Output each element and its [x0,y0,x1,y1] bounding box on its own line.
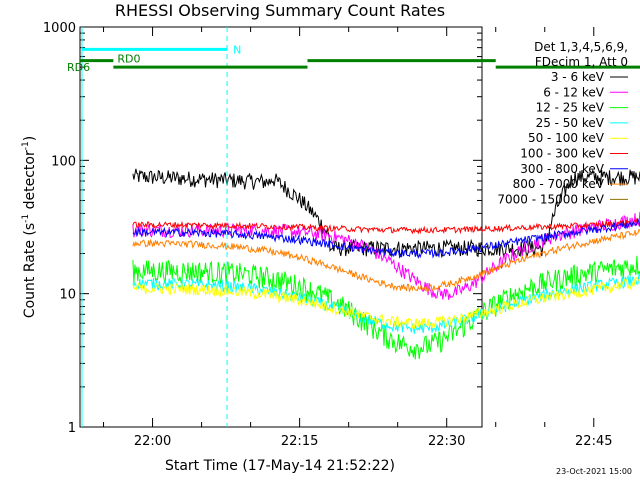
legend-label: 800 - 7000 keV [513,177,605,191]
plot-area: 22:0022:1522:3022:4523:0023:1523:3011010… [43,21,640,449]
legend-label: 12 - 25 keV [536,101,605,115]
series-line [132,217,640,260]
y-tick-label: 10 [59,288,76,303]
x-tick-label: 22:15 [281,434,318,449]
legend-label: 3 - 6 keV [551,70,605,84]
legend-label: 6 - 12 keV [543,85,605,99]
x-axis-label: Start Time (17-May-14 21:52:22) [165,458,395,474]
series-line [132,255,640,360]
legend-header-line-1: Det 1,3,4,5,6,9, [534,40,628,54]
plot-frame [79,26,483,428]
series-line [132,276,640,330]
legend: Det 1,3,4,5,6,9, FDecim 1, Att 0 3 - 6 k… [497,40,628,206]
x-tick-label: 22:30 [428,434,465,449]
legend-label: 25 - 50 keV [536,116,605,130]
x-tick-label: 22:45 [575,434,612,449]
y-tick-label: 1 [68,421,76,436]
chart-title: RHESSI Observing Summary Count Rates [115,1,445,20]
y-tick-label: 100 [51,154,76,169]
legend-header-line-2: FDecim 1, Att 0 [535,55,628,69]
series-line [132,217,640,235]
legend-label: 300 - 800 keV [520,162,604,176]
flag-n-label: N [233,43,241,56]
y-axis-label: Count Rate (s-1 detector-1) [21,136,38,318]
legend-label: 7000 - 15000 keV [497,192,604,206]
legend-label: 50 - 100 keV [528,131,605,145]
flag-rd0-label: RD0 [117,53,140,66]
x-tick-label: 22:00 [134,434,171,449]
legend-label: 100 - 300 keV [520,147,604,161]
series-line [132,229,640,293]
y-tick-label: 1000 [43,21,76,36]
flag-rd6-label: RD6 [67,61,90,74]
footer-timestamp: 23-Oct-2021 15:00 [556,467,632,476]
series-line [132,168,640,259]
